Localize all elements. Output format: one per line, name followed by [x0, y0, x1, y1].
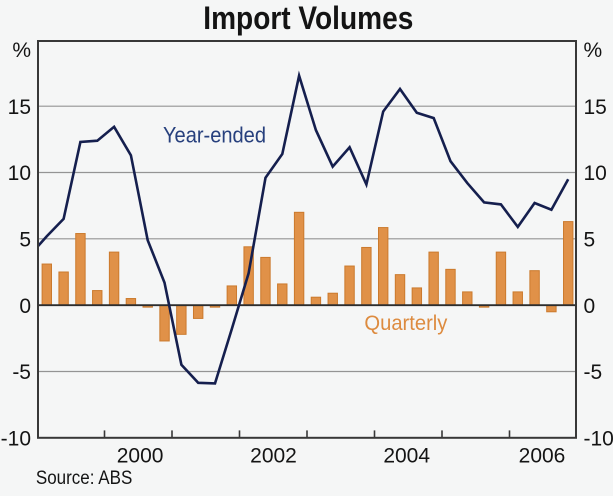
svg-text:-10: -10: [584, 427, 613, 450]
svg-text:Source: ABS: Source: ABS: [36, 468, 132, 489]
svg-text:Import Volumes: Import Volumes: [203, 0, 413, 36]
svg-text:5: 5: [584, 228, 596, 251]
svg-text:2006: 2006: [519, 445, 566, 468]
svg-text:2004: 2004: [383, 445, 430, 468]
svg-text:0: 0: [584, 295, 596, 318]
svg-text:2002: 2002: [250, 445, 297, 468]
svg-text:15: 15: [584, 96, 607, 119]
svg-text:15: 15: [8, 96, 31, 119]
svg-text:0: 0: [19, 295, 31, 318]
svg-text:-5: -5: [12, 361, 31, 384]
svg-text:-10: -10: [1, 427, 31, 450]
svg-text:Quarterly: Quarterly: [364, 311, 447, 335]
svg-text:-5: -5: [584, 361, 603, 384]
svg-text:5: 5: [19, 228, 31, 251]
svg-text:2000: 2000: [117, 445, 164, 468]
svg-text:%: %: [584, 39, 603, 62]
svg-text:10: 10: [8, 162, 31, 185]
svg-text:Year-ended: Year-ended: [163, 123, 266, 148]
svg-text:10: 10: [584, 162, 607, 185]
svg-text:%: %: [12, 39, 31, 62]
